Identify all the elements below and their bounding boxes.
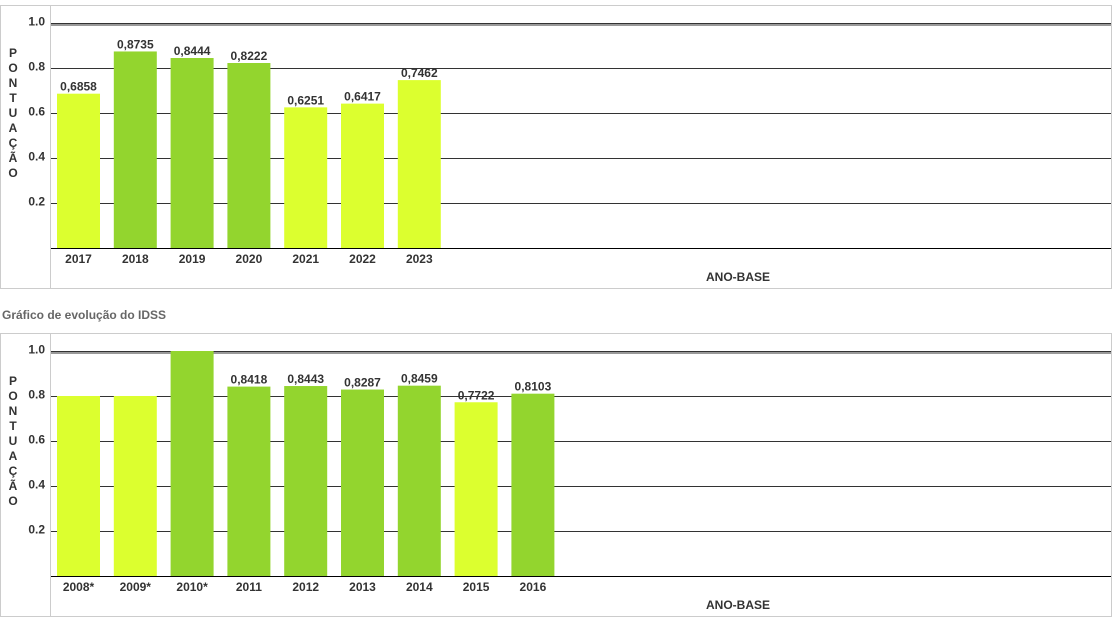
x-axis-label: ANO-BASE — [706, 598, 770, 612]
data-label: 0,6858 — [60, 80, 97, 94]
y-tick-label: 0.6 — [28, 433, 45, 447]
bar-2023 — [397, 80, 441, 248]
x-tick-label: 2009* — [120, 580, 152, 594]
y-axis-label-letter: O — [8, 389, 18, 403]
y-axis-label-letter: P — [8, 46, 17, 60]
y-axis-label-letter: O — [8, 494, 18, 508]
x-tick-label: 2011 — [236, 580, 262, 594]
bar-2010* — [170, 351, 214, 576]
y-axis-label-letter: A — [8, 449, 18, 463]
x-tick-label: 2020 — [236, 252, 263, 266]
y-axis-label-letter: Ç — [8, 464, 18, 478]
bar-2008* — [57, 396, 100, 576]
x-tick-label: 2018 — [122, 252, 149, 266]
bar-2012 — [284, 386, 328, 576]
y-axis-label-letter: U — [8, 434, 18, 448]
data-label: 0,8443 — [287, 372, 324, 386]
bar-2017 — [57, 93, 100, 248]
bar-2022 — [341, 103, 384, 249]
x-tick-label: 2017 — [65, 252, 92, 266]
y-tick-label: 0.8 — [28, 60, 45, 74]
data-label: 0,8287 — [344, 376, 381, 390]
y-axis-label-letter: Ã — [8, 479, 18, 493]
bar-2016 — [511, 393, 555, 576]
y-axis-label-letter: N — [8, 404, 18, 418]
y-axis-label-letter: T — [9, 91, 17, 105]
bar-chart-svg: 0.2 0.4 0.6 0.8 1.0 2008* 2009* 2010* 0,8418 2011… — [28, 343, 1111, 612]
x-tick-label: 2023 — [406, 252, 433, 266]
chart-caption: Gráfico de evolução do IDSS — [2, 308, 167, 322]
y-tick-label: 0.4 — [28, 150, 45, 164]
x-tick-label: 2010* — [176, 580, 208, 594]
data-label: 0,7462 — [401, 66, 438, 80]
x-tick-label: 2012 — [292, 580, 319, 594]
x-tick-label: 2015 — [463, 580, 490, 594]
y-axis-label-letter: O — [8, 166, 18, 180]
x-tick-label: 2021 — [292, 252, 319, 266]
x-tick-label: 2019 — [179, 252, 206, 266]
bar-2009* — [113, 396, 157, 576]
data-label: 0,8222 — [231, 49, 268, 63]
bar-2020 — [227, 63, 271, 248]
bar-2011 — [227, 386, 271, 576]
y-axis-label-letter: N — [8, 76, 18, 90]
y-tick-label: 0.6 — [28, 105, 45, 119]
y-tick-label: 0.8 — [28, 388, 45, 402]
y-axis-column — [1, 6, 51, 288]
data-label: 0,8418 — [231, 373, 268, 387]
y-axis-label-letter: Ç — [8, 136, 18, 150]
y-axis-label-letter: O — [8, 61, 18, 75]
bar-chart-svg: 0.2 0.4 0.6 0.8 1.0 0,6858 2017 0,8735 2018 0,844… — [28, 15, 1111, 284]
y-tick-label: 1.0 — [28, 343, 45, 357]
y-tick-label: 0.2 — [28, 523, 45, 537]
x-tick-label: 2022 — [349, 252, 376, 266]
x-tick-label: 2014 — [406, 580, 433, 594]
y-axis-column — [1, 334, 51, 616]
bar-2018 — [113, 51, 157, 249]
y-axis-label-letter: P — [8, 374, 17, 388]
data-label: 0,8103 — [515, 380, 552, 394]
data-label: 0,6251 — [287, 93, 324, 107]
y-axis-label-letter: Ã — [8, 151, 18, 165]
x-tick-label: 2013 — [349, 580, 376, 594]
data-label: 0,7722 — [458, 388, 495, 402]
y-axis-label-letter: T — [9, 419, 17, 433]
bar-2021 — [284, 107, 328, 248]
bar-2014 — [397, 385, 441, 576]
data-label: 0,8459 — [401, 372, 438, 386]
y-axis-label-letter: U — [8, 106, 18, 120]
data-label: 0,6417 — [344, 90, 381, 104]
y-tick-label: 0.4 — [28, 478, 45, 492]
x-tick-label: 2016 — [520, 580, 547, 594]
bar-2019 — [170, 58, 214, 249]
y-tick-label: 1.0 — [28, 15, 45, 29]
x-axis-label: ANO-BASE — [706, 270, 770, 284]
y-tick-label: 0.2 — [28, 195, 45, 209]
bar-2015 — [454, 402, 498, 576]
data-label: 0,8444 — [174, 44, 211, 58]
data-label: 0,8735 — [117, 37, 154, 51]
y-axis-label-letter: A — [8, 121, 18, 135]
bar-2013 — [341, 389, 384, 576]
x-tick-label: 2008* — [63, 580, 95, 594]
